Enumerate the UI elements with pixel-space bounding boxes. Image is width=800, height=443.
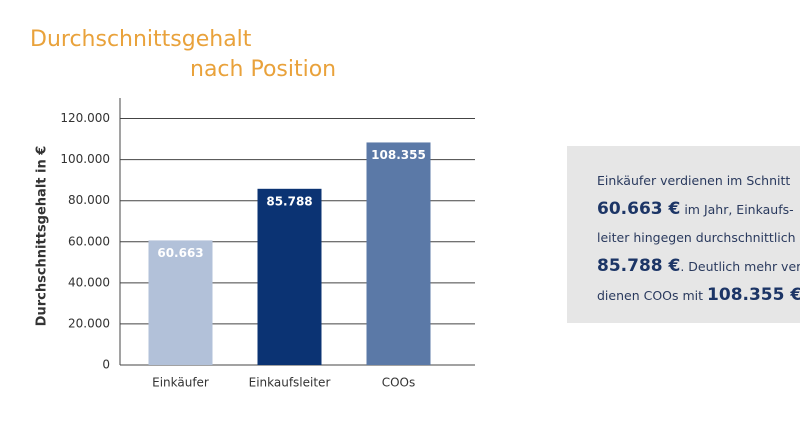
callout-text: leiter hingegen durchschnittlich bbox=[597, 230, 796, 245]
bar bbox=[366, 142, 431, 365]
callout-text: im Jahr, Einkaufs- bbox=[680, 202, 794, 217]
callout-text: dienen COOs mit bbox=[597, 288, 708, 303]
callout-figure: 60.663 € bbox=[597, 199, 681, 219]
y-tick-label: 0 bbox=[102, 358, 110, 372]
y-tick-label: 60.000 bbox=[68, 234, 110, 248]
bar bbox=[257, 188, 322, 365]
value-label: 60.663 bbox=[157, 246, 203, 260]
value-label: 108.355 bbox=[371, 148, 426, 162]
y-tick-label: 100.000 bbox=[60, 152, 110, 166]
y-tick-label: 20.000 bbox=[68, 316, 110, 330]
callout-figure: 85.788 € bbox=[597, 256, 681, 276]
callout-line: 85.788 €. Deutlich mehr ver- bbox=[597, 252, 800, 281]
bar bbox=[148, 240, 213, 365]
callout: Einkäufer verdienen im Schnitt 60.663 € i… bbox=[567, 146, 800, 323]
x-tick-label: COOs bbox=[382, 376, 416, 390]
chart-title: nach Position bbox=[190, 57, 336, 82]
callout-line: leiter hingegen durchschnittlich bbox=[597, 224, 800, 252]
y-axis-label: Durchschnittsgehalt in € bbox=[35, 146, 50, 327]
callout-text: Einkäufer verdienen im Schnitt bbox=[597, 173, 791, 188]
callout-figure: 108.355 € bbox=[707, 285, 800, 305]
x-tick-label: Einkäufer bbox=[152, 376, 209, 390]
y-tick-label: 80.000 bbox=[68, 193, 110, 207]
y-tick-label: 120.000 bbox=[60, 111, 110, 125]
chart-title: Durchschnittsgehalt bbox=[30, 27, 252, 52]
callout-line: 60.663 € im Jahr, Einkaufs- bbox=[597, 195, 800, 224]
value-label: 85.788 bbox=[266, 194, 312, 208]
callout-line: dienen COOs mit 108.355 €. bbox=[597, 281, 800, 310]
chart: Durchschnittsgehalt nach Position Durchs… bbox=[30, 27, 475, 390]
y-tick-label: 40.000 bbox=[68, 275, 110, 289]
callout-line: Einkäufer verdienen im Schnitt bbox=[597, 167, 800, 195]
x-tick-label: Einkaufsleiter bbox=[249, 376, 331, 390]
callout-text: . Deutlich mehr ver- bbox=[680, 259, 800, 274]
